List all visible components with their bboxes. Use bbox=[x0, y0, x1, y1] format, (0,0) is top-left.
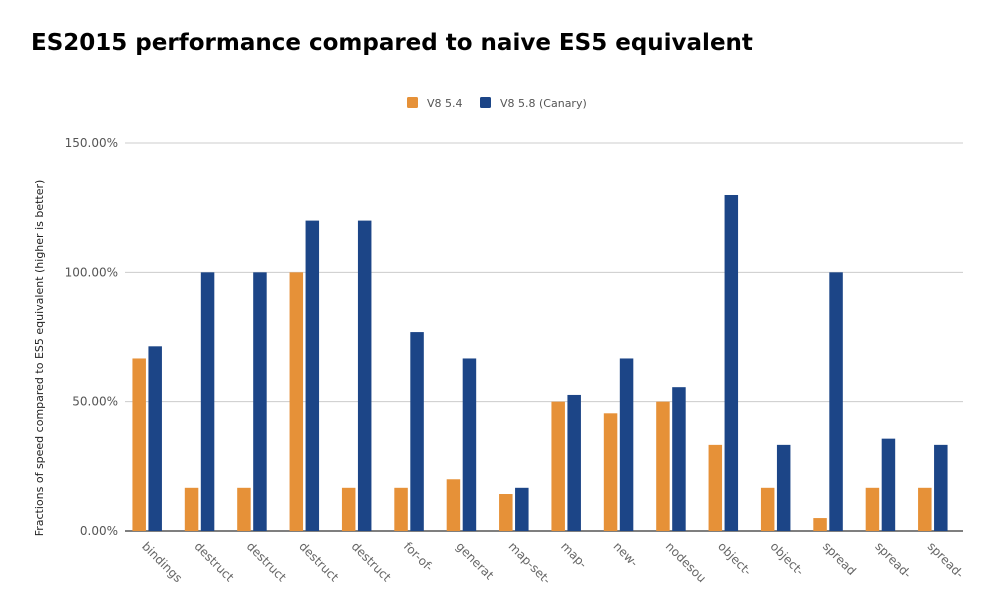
bar-v8-5-8-canary bbox=[462, 358, 477, 531]
x-tick-label: destruct bbox=[349, 539, 394, 584]
bar-v8-5-8-canary bbox=[148, 346, 162, 531]
bar-v8-5-4 bbox=[551, 401, 565, 531]
y-tick-label: 150.00% bbox=[65, 136, 118, 150]
bar-v8-5-8-canary bbox=[776, 444, 791, 531]
legend[interactable]: V8 5.4 V8 5.8 (Canary) bbox=[407, 97, 587, 110]
x-tick-label: map- bbox=[558, 539, 590, 571]
x-tick-label: new- bbox=[610, 539, 641, 570]
bar-v8-5-8-canary bbox=[724, 194, 739, 531]
bar-v8-5-8-canary bbox=[619, 358, 634, 531]
x-tick-label: generat bbox=[453, 539, 496, 582]
bars bbox=[132, 194, 948, 531]
x-tick-label: object- bbox=[768, 539, 807, 578]
bar-v8-5-8-canary bbox=[881, 438, 896, 531]
bar-v8-5-8-canary bbox=[305, 220, 320, 531]
x-tick-label: bindings bbox=[139, 539, 185, 585]
bar-v8-5-8-canary bbox=[515, 487, 529, 531]
x-tick-label: spread bbox=[820, 539, 859, 578]
x-tick-label: destruct bbox=[296, 539, 341, 584]
bar-v8-5-8-canary bbox=[410, 332, 424, 531]
x-tick-label: spread- bbox=[925, 539, 967, 581]
legend-label: V8 5.8 (Canary) bbox=[500, 97, 587, 110]
bar-v8-5-4 bbox=[184, 487, 199, 531]
bar-v8-5-4 bbox=[341, 487, 356, 531]
bar-v8-5-8-canary bbox=[357, 220, 372, 531]
bar-v8-5-8-canary bbox=[253, 272, 267, 531]
bar-v8-5-4 bbox=[289, 272, 304, 531]
bar-v8-5-8-canary bbox=[934, 444, 948, 531]
bar-v8-5-8-canary bbox=[672, 387, 686, 531]
y-tick-labels: 0.00% 50.00% 100.00% 150.00% bbox=[65, 136, 118, 538]
legend-label: V8 5.4 bbox=[427, 97, 463, 110]
y-axis-label: Fractions of speed compared to ES5 equiv… bbox=[33, 180, 46, 537]
bar-v8-5-4 bbox=[813, 518, 827, 531]
y-tick-label: 50.00% bbox=[72, 395, 118, 409]
bar-v8-5-4 bbox=[918, 487, 932, 531]
legend-item[interactable]: V8 5.4 bbox=[407, 97, 463, 110]
x-tick-label: destruct bbox=[244, 539, 289, 584]
x-tick-label: destruct bbox=[191, 539, 236, 584]
x-tick-label: spread- bbox=[872, 539, 914, 581]
x-tick-labels: bindings destruct destruct destruct destruct… bbox=[139, 539, 967, 587]
x-tick-label: object- bbox=[715, 539, 754, 578]
x-tick-label: for-of- bbox=[401, 539, 436, 574]
bar-v8-5-4 bbox=[446, 479, 461, 531]
bar-v8-5-4 bbox=[132, 358, 146, 531]
bar-v8-5-4 bbox=[603, 413, 618, 531]
bar-v8-5-4 bbox=[656, 401, 670, 531]
bar-v8-5-4 bbox=[708, 444, 723, 531]
legend-item[interactable]: V8 5.8 (Canary) bbox=[480, 97, 587, 110]
y-tick-label: 0.00% bbox=[80, 524, 118, 538]
bar-v8-5-8-canary bbox=[829, 272, 843, 531]
x-tick-label: map-set- bbox=[506, 539, 554, 587]
bar-v8-5-4 bbox=[865, 487, 880, 531]
legend-swatch bbox=[407, 97, 418, 108]
chart-title: ES2015 performance compared to naive ES5… bbox=[31, 30, 753, 56]
bar-v8-5-4 bbox=[499, 494, 513, 531]
legend-swatch bbox=[480, 97, 491, 108]
bar-v8-5-4 bbox=[394, 487, 408, 531]
x-tick-label: nodesou bbox=[663, 539, 709, 585]
bar-v8-5-4 bbox=[760, 487, 775, 531]
bar-v8-5-4 bbox=[237, 487, 251, 531]
y-tick-label: 100.00% bbox=[65, 265, 118, 279]
bar-v8-5-8-canary bbox=[567, 394, 581, 531]
bar-v8-5-8-canary bbox=[200, 272, 215, 531]
